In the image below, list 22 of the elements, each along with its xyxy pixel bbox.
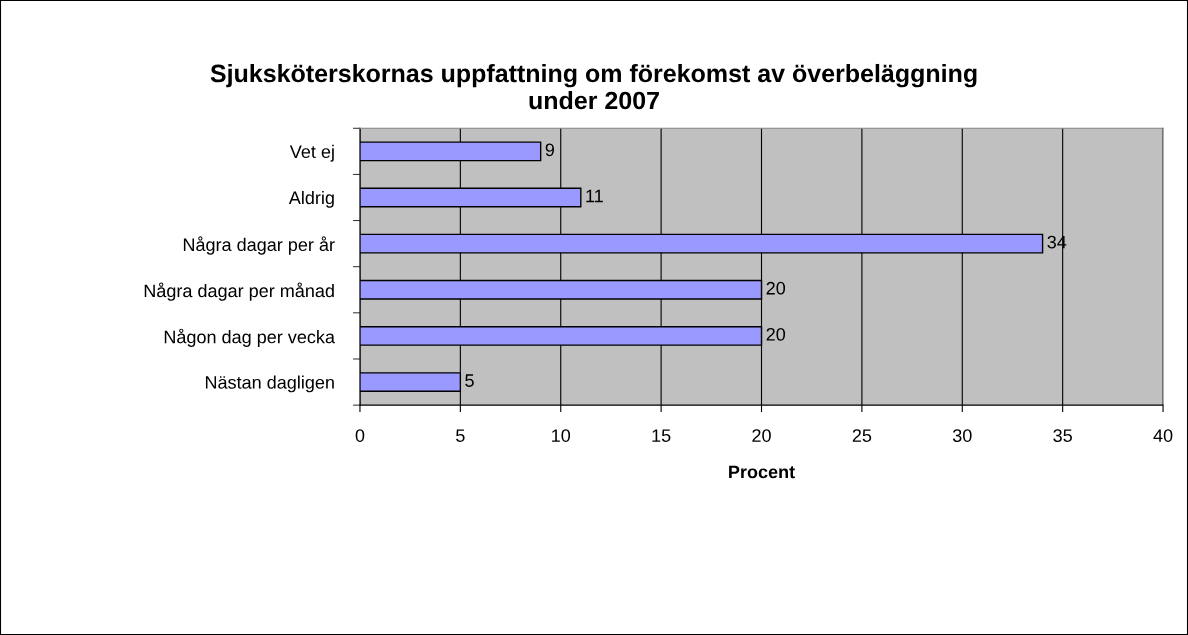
x-tick-label: 15 <box>652 429 671 442</box>
x-tick-label: 0 <box>355 429 365 442</box>
x-tick-label: 30 <box>952 429 972 442</box>
chart-title: Sjuksköterskornas uppfattning om förekomst av överbeläggning under 2007 <box>210 63 977 110</box>
x-tick-label: 25 <box>852 429 872 442</box>
data-label: 20 <box>766 281 786 295</box>
data-label: 9 <box>545 143 555 157</box>
y-tick-label: Några dagar per månad <box>144 282 334 301</box>
x-axis-title: Procent <box>729 465 795 479</box>
data-label: 5 <box>465 374 474 387</box>
x-tick-label: 5 <box>456 429 465 442</box>
y-tick-label: Någon dag per vecka <box>164 328 335 347</box>
y-tick-label: Några dagar per år <box>183 236 335 255</box>
y-tick-label: Vet ej <box>289 144 334 162</box>
y-tick-label: Aldrig <box>288 190 334 208</box>
data-label: 20 <box>766 327 786 341</box>
x-tick-label: 40 <box>1153 429 1173 442</box>
x-tick-label: 20 <box>752 429 771 442</box>
y-tick-label: Nästan dagligen <box>205 375 334 393</box>
x-tick-label: 10 <box>552 429 571 442</box>
data-label: 11 <box>586 189 603 203</box>
x-tick-label: 35 <box>1053 429 1072 442</box>
